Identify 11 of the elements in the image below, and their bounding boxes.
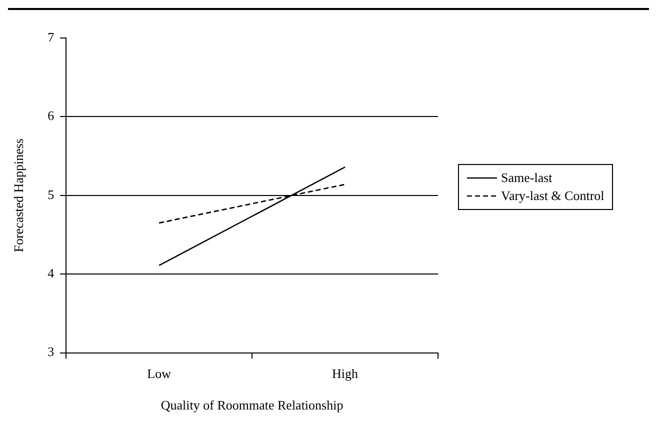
y-tick-label: 5	[48, 186, 54, 202]
y-axis-title: Forecasted Happiness	[11, 138, 26, 252]
y-tick-label: 3	[48, 344, 54, 360]
x-axis-title: Quality of Roommate Relationship	[160, 398, 344, 413]
x-tick-label: High	[332, 366, 359, 382]
y-tick-label: 7	[48, 29, 55, 44]
x-tick-label: Low	[147, 366, 172, 382]
legend-label: Same-last	[501, 169, 552, 187]
legend-label: Vary-last & Control	[501, 187, 604, 205]
y-tick-label: 6	[48, 108, 55, 124]
y-tick-label: 4	[48, 266, 55, 281]
